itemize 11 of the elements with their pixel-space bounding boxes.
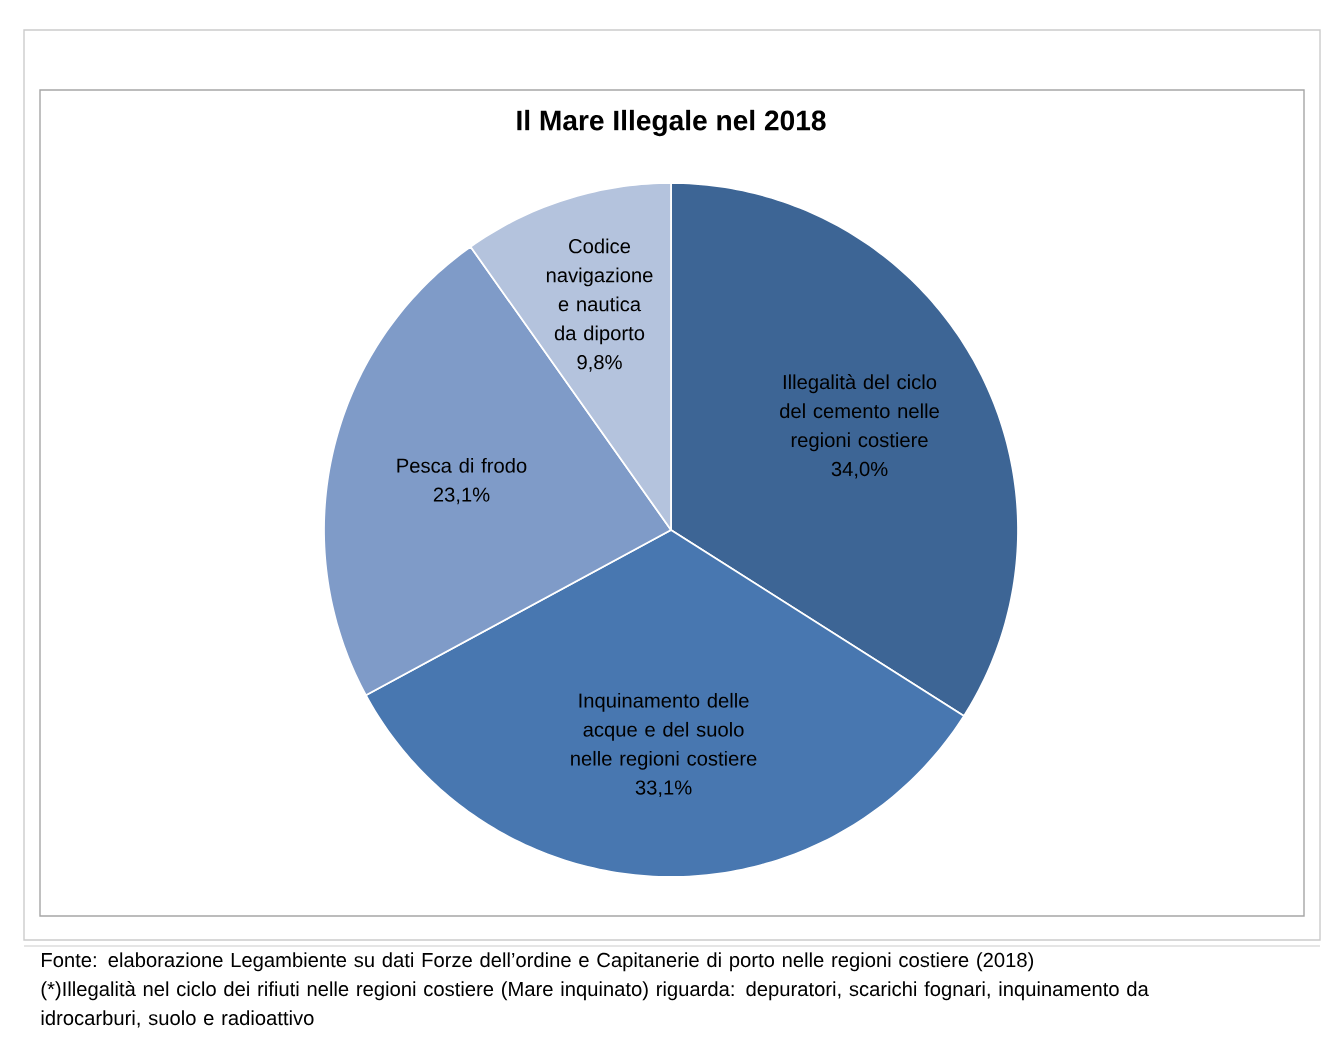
chart-title: Il Mare Illegale nel 2018 <box>517 109 826 137</box>
slice-label: Illegalità del ciclo del cemento nelle regioni costiere <box>780 374 939 452</box>
slice-label: Inquinamento delle acque e del suolo nelle regioni costiere <box>571 692 757 770</box>
text: (*)Illegalità nel ciclo dei rifiuti nelle regioni costiere (Mare inquinato) riguarda: depuratori, scarichi fognari, inquinamento da idrocarburi, suolo e radioattivo <box>41 981 1149 1028</box>
slice-label: Codice navigazione e nautica da diporto <box>546 238 653 345</box>
data-label: 9,8% <box>577 355 622 372</box>
data-label: 23,1% <box>433 487 490 505</box>
slice-label: Pesca di frodo <box>397 457 527 473</box>
data-label: 34,0% <box>831 461 888 479</box>
source-note: Fonte: elaborazione Legambiente su dati Forze dell’ordine e Capitanerie di porto nelle regioni costiere (2018) <box>42 952 1034 972</box>
data-label: 33,1% <box>635 780 692 798</box>
